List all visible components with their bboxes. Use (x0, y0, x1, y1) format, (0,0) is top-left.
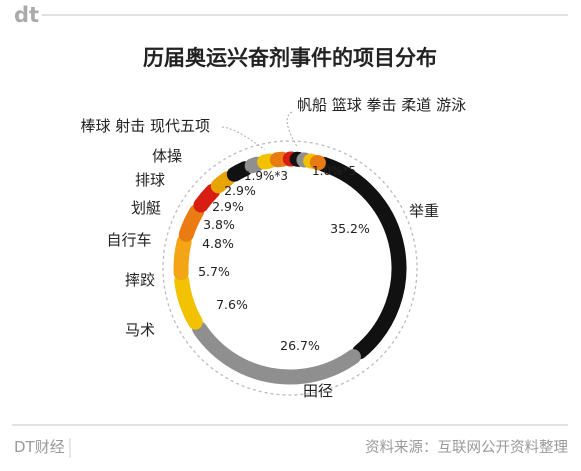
chart-title: 历届奥运兴奋剂事件的项目分布 (143, 46, 437, 70)
slice-5 (178, 204, 205, 242)
category-label-7: 排球 (135, 171, 165, 189)
category-label-2: 田径 (303, 382, 333, 400)
value-label-1: 35.2% (330, 221, 370, 236)
category-label-1: 举重 (409, 202, 439, 220)
leader-group-2 (286, 111, 298, 148)
category-label-5: 自行车 (106, 231, 151, 249)
category-label-8: 体操 (152, 147, 182, 165)
group-value-2: 1.0%*5 (312, 164, 356, 178)
slice-layer (173, 151, 407, 385)
slice-10 (257, 153, 277, 170)
slice-2 (192, 321, 361, 385)
slice-1 (316, 156, 407, 360)
leader-lines (221, 111, 298, 151)
dashed-outer-ring (162, 140, 418, 396)
category-label-6: 划艇 (131, 199, 161, 217)
group-value-1: 1.9%*3 (244, 169, 288, 183)
group-label-1: 棒球 射击 现代五项 (80, 117, 210, 135)
value-label-8: 2.9% (224, 183, 256, 198)
slice-7 (210, 171, 236, 194)
value-label-7: 2.9% (212, 199, 244, 214)
value-label-3: 7.6% (216, 297, 248, 312)
brand-logo: dt (14, 3, 39, 27)
category-label-3: 马术 (125, 321, 155, 339)
group-label-2: 帆船 篮球 拳击 柔道 游泳 (297, 96, 466, 114)
leader-group-1 (221, 126, 265, 151)
category-label-4: 摔跤 (125, 271, 155, 289)
slice-8 (226, 161, 253, 182)
value-label-4: 5.7% (198, 264, 230, 279)
slice-6 (193, 183, 220, 213)
slice-3 (174, 273, 203, 330)
dashed-ring-circle (162, 140, 418, 396)
footer-brand: DT财经 (14, 438, 65, 456)
slice-9 (244, 156, 265, 174)
value-label-2: 26.7% (280, 338, 320, 353)
value-label-6: 3.8% (203, 217, 235, 232)
slice-4 (173, 234, 192, 281)
source-note: 资料来源：互联网公开资料整理 (365, 439, 568, 456)
value-label-5: 4.8% (202, 236, 234, 251)
